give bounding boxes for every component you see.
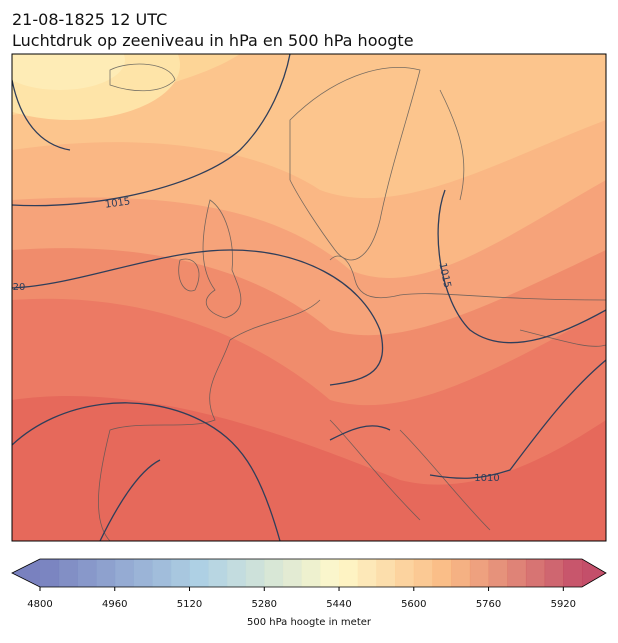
- isobar-label: 20: [13, 282, 26, 293]
- colorbar-swatch: [245, 559, 265, 587]
- colorbar-swatch: [451, 559, 471, 587]
- height-band: [12, 54, 125, 90]
- colorbar-extend: [12, 559, 40, 587]
- colorbar-swatch: [544, 559, 564, 587]
- colorbar-swatch: [189, 559, 209, 587]
- colorbar-swatch: [395, 559, 415, 587]
- colorbar-swatch: [301, 559, 321, 587]
- colorbar-swatch: [413, 559, 433, 587]
- colorbar-swatch: [432, 559, 452, 587]
- isobar-label: 1015: [436, 262, 452, 289]
- map: [12, 54, 606, 541]
- isobar-label: 1015: [104, 196, 131, 210]
- colorbar-swatch: [58, 559, 78, 587]
- colorbar-swatch: [376, 559, 396, 587]
- isobar-label: 1010: [474, 473, 499, 484]
- colorbar-swatch: [282, 559, 303, 587]
- colorbar-swatch: [320, 559, 340, 587]
- colorbar-swatch: [507, 559, 527, 587]
- colorbar-tick-label: 5120: [177, 599, 202, 610]
- colorbar-extend: [582, 559, 606, 587]
- colorbar-swatch: [152, 559, 172, 587]
- map-frame: [11, 53, 607, 542]
- colorbar-tick-label: 5760: [476, 599, 501, 610]
- colorbar-swatch: [114, 559, 134, 587]
- colorbar-tick-label: 4800: [27, 599, 52, 610]
- map-title: 21-08-1825 12 UTC: [12, 10, 167, 29]
- colorbar-swatch: [77, 559, 97, 587]
- colorbar-swatch: [469, 559, 490, 587]
- colorbar-swatch: [40, 559, 60, 587]
- map-subtitle: Luchtdruk op zeeniveau in hPa en 500 hPa…: [12, 31, 414, 50]
- colorbar-swatch: [357, 559, 377, 587]
- colorbar-swatch: [208, 559, 228, 587]
- colorbar-outline: [11, 558, 607, 588]
- colorbar: 4800 4960 5120 5280 5440 5600 5760 5920: [11, 558, 607, 610]
- colorbar-tick-label: 5280: [252, 599, 277, 610]
- colorbar-tick-label: 5600: [401, 599, 426, 610]
- colorbar-swatch: [264, 559, 284, 587]
- colorbar-tick-label: 5920: [551, 599, 576, 610]
- colorbar-swatch: [133, 559, 153, 587]
- colorbar-tick-label: 4960: [102, 599, 127, 610]
- colorbar-label: 500 hPa hoogte in meter: [247, 617, 372, 628]
- colorbar-swatch: [339, 559, 359, 587]
- colorbar-swatch: [563, 559, 583, 587]
- isobars: [12, 54, 606, 541]
- colorbar-swatch: [525, 559, 546, 587]
- colorbar-swatch: [96, 559, 116, 587]
- colorbar-swatch: [488, 559, 508, 587]
- colorbar-swatch: [170, 559, 191, 587]
- coastlines: [98, 63, 606, 541]
- colorbar-tick-label: 5440: [326, 599, 351, 610]
- colorbar-swatch: [226, 559, 247, 587]
